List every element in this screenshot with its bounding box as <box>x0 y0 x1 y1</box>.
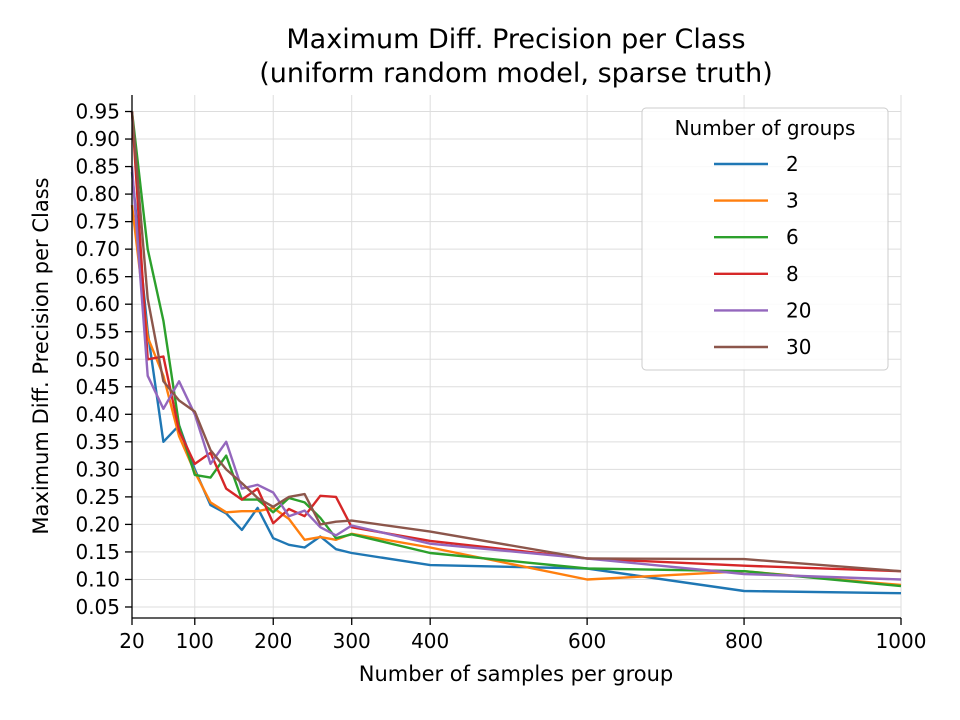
legend-label-2: 2 <box>786 152 799 176</box>
legend-title: Number of groups <box>675 116 856 140</box>
y-tick-label: 0.55 <box>75 320 120 344</box>
x-tick-label: 300 <box>333 629 371 653</box>
y-tick-label: 0.85 <box>75 155 120 179</box>
legend-label-6: 6 <box>786 225 799 249</box>
y-tick-label: 0.70 <box>75 237 120 261</box>
chart-title: Maximum Diff. Precision per Class <box>286 24 745 55</box>
legend: Number of groups 2 3 6 8 20 30 <box>641 107 889 371</box>
x-tick-label: 100 <box>176 629 214 653</box>
series-line-30 <box>130 111 902 573</box>
x-tick-label: 400 <box>411 629 449 653</box>
chart-subtitle: (uniform random model, sparse truth) <box>259 58 772 89</box>
y-ticks: 0.05 0.10 0.15 0.20 0.25 0.30 0.35 0.40 0.45 0.50… <box>75 100 132 619</box>
y-tick-label: 0.20 <box>75 512 120 536</box>
series-layer <box>130 111 902 595</box>
x-tick-label: 800 <box>725 629 763 653</box>
series-line-8 <box>130 111 902 573</box>
x-ticks: 20 100 200 300 400 600 800 1000 <box>119 618 926 653</box>
x-tick-label: 600 <box>568 629 606 653</box>
y-tick-label: 0.80 <box>75 182 120 206</box>
x-tick-label: 200 <box>254 629 292 653</box>
y-tick-label: 0.75 <box>75 210 120 234</box>
y-tick-label: 0.05 <box>75 595 120 619</box>
y-tick-label: 0.65 <box>75 265 120 289</box>
x-tick-label: 1000 <box>876 629 927 653</box>
legend-items: 2 3 6 8 20 30 <box>714 152 811 359</box>
y-tick-label: 0.15 <box>75 540 120 564</box>
legend-label-3: 3 <box>786 189 799 213</box>
legend-label-8: 8 <box>786 262 799 286</box>
y-tick-label: 0.60 <box>75 292 120 316</box>
legend-label-30: 30 <box>786 335 811 359</box>
series-line-20 <box>130 166 902 581</box>
y-tick-label: 0.40 <box>75 402 120 426</box>
legend-frame <box>641 107 889 371</box>
y-tick-label: 0.25 <box>75 485 120 509</box>
y-tick-label: 0.10 <box>75 567 120 591</box>
x-tick-label: 20 <box>119 629 144 653</box>
legend-label-20: 20 <box>786 298 811 322</box>
y-tick-label: 0.30 <box>75 457 120 481</box>
y-tick-label: 0.35 <box>75 430 120 454</box>
y-tick-label: 0.50 <box>75 347 120 371</box>
y-tick-label: 0.45 <box>75 375 120 399</box>
y-tick-label: 0.95 <box>75 100 120 124</box>
y-axis-label: Maximum Diff. Precision per Class <box>29 177 53 534</box>
y-tick-label: 0.90 <box>75 127 120 151</box>
x-axis-label: Number of samples per group <box>359 662 673 686</box>
